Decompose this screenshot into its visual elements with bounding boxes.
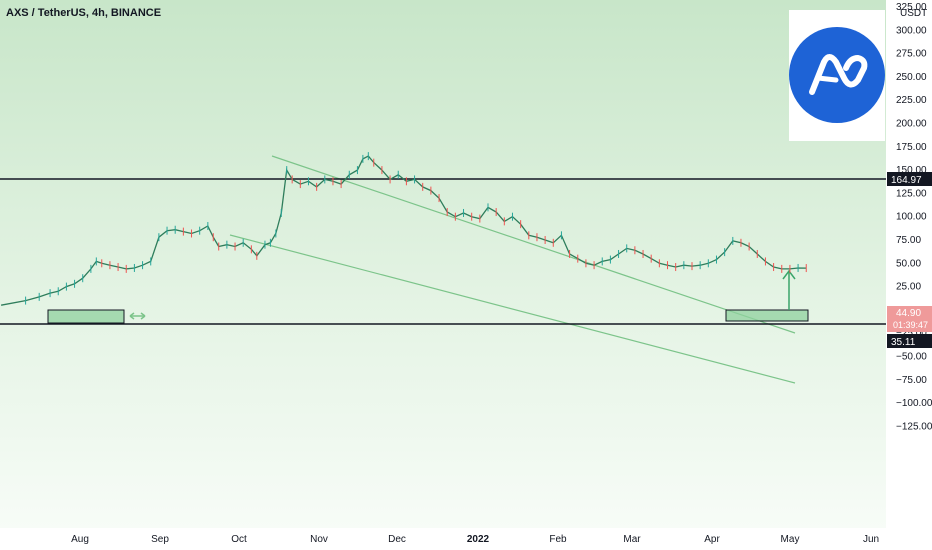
- x-tick-label: Nov: [310, 534, 328, 545]
- x-tick-label: Mar: [623, 534, 641, 545]
- axs-infinity-icon: [809, 54, 868, 95]
- level-badge-label: 35.11: [891, 337, 916, 348]
- y-tick-label: 100.00: [896, 212, 927, 223]
- horizontal-levels: [0, 178, 886, 325]
- channel-lower-line: [229, 234, 796, 384]
- price-series: [0, 152, 807, 306]
- y-axis-panel: [886, 0, 932, 550]
- up-arrow-head: [782, 269, 796, 280]
- current-price-badge: [887, 306, 932, 332]
- y-tick-label: 325.00: [896, 2, 927, 13]
- y-tick-label: 125.00: [896, 188, 927, 199]
- y-tick-label: 75.00: [896, 235, 921, 246]
- axs-logo: [789, 10, 885, 141]
- x-tick-label: Dec: [388, 534, 406, 545]
- range-arrowheads: [129, 312, 146, 320]
- x-tick-label: Feb: [549, 534, 567, 545]
- y-tick-label: 300.00: [896, 25, 927, 36]
- x-tick-label: Sep: [151, 534, 169, 545]
- y-tick-label: 150.00: [896, 165, 927, 176]
- y-tick-label: −25.00: [896, 328, 927, 339]
- accumulation-box: [47, 309, 125, 324]
- level-badge: [887, 172, 932, 186]
- y-tick-label: 275.00: [896, 49, 927, 60]
- x-axis-panel: [0, 528, 886, 550]
- y-tick-label: −125.00: [896, 421, 932, 432]
- bar-countdown-label: 01:39:47: [893, 320, 928, 330]
- chart-title: AXS / TetherUS, 4h, BINANCE: [6, 7, 161, 19]
- descending-channel: [229, 155, 796, 384]
- x-axis: Aug Sep Oct Nov Dec 2022 Feb Mar Apr May Jun: [71, 534, 879, 545]
- level-badge-label: 164.97: [891, 175, 922, 186]
- y-tick-label: −50.00: [896, 352, 927, 363]
- x-tick-label: Jun: [863, 534, 879, 545]
- logo-circle: [789, 27, 885, 123]
- y-tick-label: −75.00: [896, 375, 927, 386]
- level-badge: [887, 334, 932, 348]
- y-tick-label: −100.00: [896, 398, 932, 409]
- plot-background: [0, 0, 886, 528]
- channel-upper-line: [271, 155, 796, 334]
- y-tick-label: 200.00: [896, 119, 927, 130]
- current-range-box: [725, 309, 809, 322]
- current-price-label: 44.90: [896, 308, 921, 319]
- y-tick-label: 25.00: [896, 282, 921, 293]
- y-tick-label: 225.00: [896, 95, 927, 106]
- x-tick-label: Aug: [71, 534, 89, 545]
- currency-label: USDT: [900, 8, 927, 19]
- x-tick-label: Oct: [231, 534, 247, 545]
- y-tick-label: 250.00: [896, 72, 927, 83]
- x-tick-label: May: [781, 534, 800, 545]
- y-axis: 325.00 300.00 275.00 250.00 225.00 200.00 175.…: [896, 2, 932, 432]
- axs-inner-stroke-icon: [815, 75, 839, 83]
- x-tick-label: 2022: [467, 534, 490, 545]
- x-tick-label: Apr: [704, 534, 720, 545]
- y-tick-label: 50.00: [896, 258, 921, 269]
- annotation-boxes: [47, 269, 809, 324]
- y-tick-label: 175.00: [896, 142, 927, 153]
